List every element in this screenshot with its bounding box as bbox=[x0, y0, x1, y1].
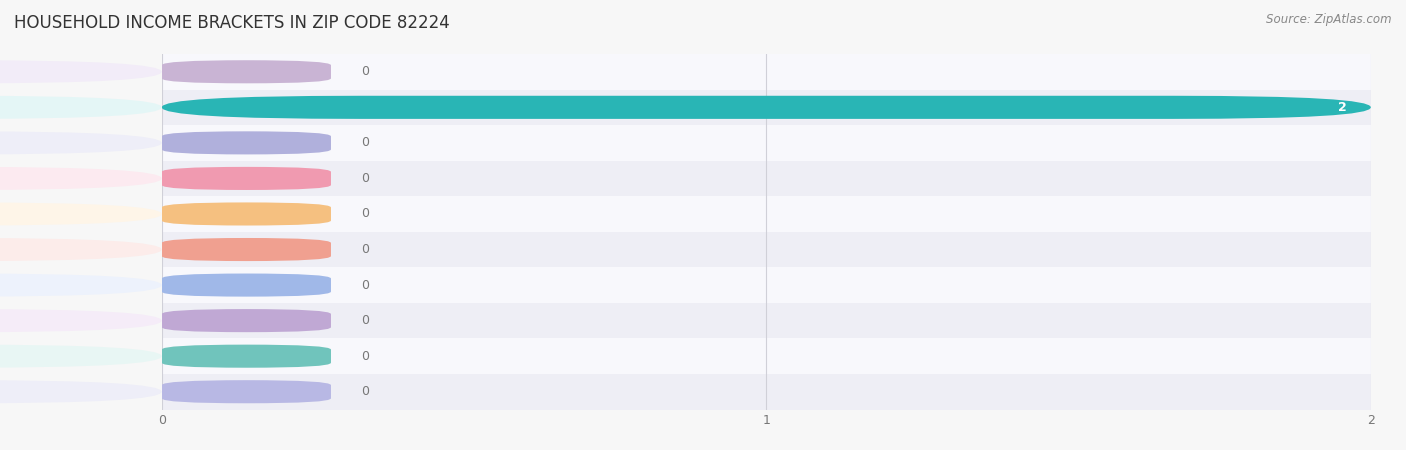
FancyBboxPatch shape bbox=[0, 167, 162, 190]
Bar bbox=[162, 125, 1371, 161]
Text: HOUSEHOLD INCOME BRACKETS IN ZIP CODE 82224: HOUSEHOLD INCOME BRACKETS IN ZIP CODE 82… bbox=[14, 14, 450, 32]
Text: 0: 0 bbox=[361, 207, 370, 220]
FancyBboxPatch shape bbox=[0, 60, 162, 83]
FancyBboxPatch shape bbox=[0, 309, 162, 332]
FancyBboxPatch shape bbox=[0, 131, 162, 154]
FancyBboxPatch shape bbox=[162, 309, 330, 332]
Bar bbox=[162, 338, 1371, 374]
Bar bbox=[162, 303, 1371, 338]
FancyBboxPatch shape bbox=[162, 274, 330, 297]
FancyBboxPatch shape bbox=[162, 131, 330, 154]
FancyBboxPatch shape bbox=[0, 238, 162, 261]
Bar bbox=[162, 232, 1371, 267]
FancyBboxPatch shape bbox=[162, 96, 1371, 119]
FancyBboxPatch shape bbox=[0, 202, 162, 225]
Bar bbox=[162, 161, 1371, 196]
Text: 0: 0 bbox=[361, 279, 370, 292]
Bar bbox=[162, 196, 1371, 232]
Bar bbox=[162, 90, 1371, 125]
Text: 0: 0 bbox=[361, 385, 370, 398]
Text: 0: 0 bbox=[361, 65, 370, 78]
FancyBboxPatch shape bbox=[162, 380, 330, 403]
Text: 0: 0 bbox=[361, 350, 370, 363]
Bar bbox=[162, 54, 1371, 90]
FancyBboxPatch shape bbox=[162, 167, 330, 190]
Text: 0: 0 bbox=[361, 136, 370, 149]
Text: Source: ZipAtlas.com: Source: ZipAtlas.com bbox=[1267, 14, 1392, 27]
FancyBboxPatch shape bbox=[162, 60, 330, 83]
Text: 0: 0 bbox=[361, 172, 370, 185]
Bar bbox=[162, 267, 1371, 303]
Text: 2: 2 bbox=[1339, 101, 1347, 114]
Text: 0: 0 bbox=[361, 243, 370, 256]
FancyBboxPatch shape bbox=[162, 345, 330, 368]
FancyBboxPatch shape bbox=[0, 96, 162, 119]
FancyBboxPatch shape bbox=[0, 380, 162, 403]
FancyBboxPatch shape bbox=[0, 345, 162, 368]
Bar bbox=[162, 374, 1371, 410]
FancyBboxPatch shape bbox=[0, 274, 162, 297]
Text: 0: 0 bbox=[361, 314, 370, 327]
FancyBboxPatch shape bbox=[162, 238, 330, 261]
FancyBboxPatch shape bbox=[162, 202, 330, 225]
